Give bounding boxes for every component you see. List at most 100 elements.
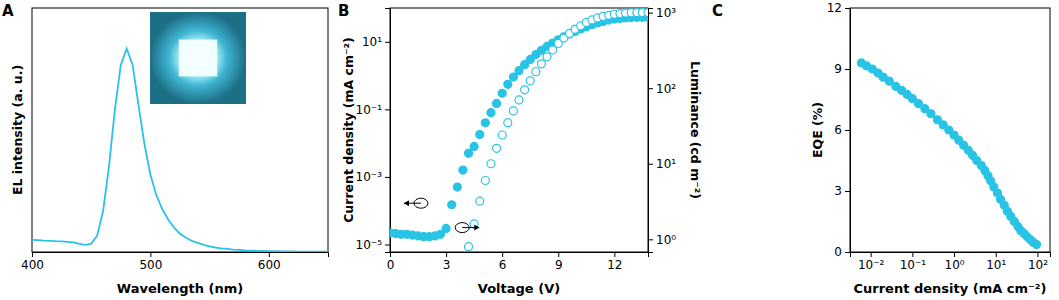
series-marker: [448, 201, 456, 209]
y-axis-tick-mark: [385, 177, 390, 178]
y2-axis-tick-mark: [648, 239, 653, 240]
y2-axis-tick: 10⁰: [648, 233, 676, 247]
x-axis: 036912: [387, 252, 649, 272]
y2-axis-tick-mark: [648, 164, 653, 165]
x-axis-tick-mark: [954, 252, 955, 257]
x-axis-line: [33, 253, 329, 258]
series-marker: [459, 166, 467, 174]
y-axis: 0 3 6 9 12: [827, 1, 851, 259]
x-axis-tick-mark: [996, 252, 997, 257]
y-axis-tick-mark: [845, 252, 850, 253]
y2-axis-tick: 10³: [648, 6, 676, 20]
axis-indicator-arrowhead: [474, 225, 479, 231]
series-marker: [453, 183, 461, 191]
series-marker: [487, 109, 495, 117]
y2-axis-tick-label: 10⁰: [656, 233, 676, 247]
series-marker: [521, 86, 529, 94]
x-axis-line: [391, 253, 649, 258]
x-axis-tick-mark: [446, 252, 447, 257]
y-axis-tick: 0: [834, 245, 850, 259]
x-axis-title: Current density (mA cm⁻²): [853, 281, 1046, 296]
y-axis-tick-mark: [385, 245, 390, 246]
panel-B: 03691210⁻⁵10⁻³10⁻¹10¹10⁰10¹10²10³BVoltag…: [338, 2, 703, 296]
y2-axis-tick: 10²: [648, 82, 676, 96]
panel-letter: C: [712, 2, 723, 20]
x-axis-tick: 9: [555, 252, 563, 272]
x-axis-tick-label: 9: [555, 258, 563, 272]
x-axis-tick-label: 6: [499, 258, 507, 272]
x-axis-tick: 3: [443, 252, 451, 272]
x-axis-tick-mark: [269, 252, 270, 257]
x-axis-title: Voltage (V): [478, 281, 560, 296]
y2-axis-tick-mark: [648, 13, 653, 14]
x-axis: 400500600: [21, 252, 328, 272]
y-axis-tick-label: 10⁻¹: [356, 103, 383, 117]
x-axis-tick: 10²: [1028, 252, 1048, 272]
x-axis-tick-mark: [1037, 252, 1038, 257]
panel-letter: A: [2, 2, 14, 20]
series-marker: [442, 224, 450, 232]
y-axis-tick: 10⁻¹: [356, 103, 390, 117]
series-marker: [504, 119, 512, 127]
y-axis-tick: 3: [834, 184, 850, 198]
y-axis-tick-label: 9: [834, 62, 842, 76]
x-axis-tick-label: 600: [258, 258, 281, 272]
series-line: [861, 63, 1036, 245]
inset-emitter: [179, 40, 217, 77]
y2-axis-tick-label: 10³: [656, 6, 676, 20]
y-axis-line: [845, 9, 851, 253]
series-marker: [509, 73, 517, 81]
series-marker: [549, 46, 557, 54]
y-axis-tick-label: 10⁻⁵: [356, 238, 383, 252]
x-axis-tick-label: 10⁻²: [858, 258, 885, 272]
series-marker: [526, 77, 534, 85]
series-marker: [927, 110, 935, 118]
series-line: [32, 49, 328, 252]
series-marker: [476, 197, 484, 205]
plot-frame: [850, 8, 1050, 252]
x-axis-tick: 10⁻¹: [900, 252, 927, 272]
x-axis-tick-label: 3: [443, 258, 451, 272]
series-marker: [537, 60, 545, 68]
y-axis-title: EL intensity (a. u.): [10, 65, 25, 195]
y2-axis-tick-label: 10¹: [656, 157, 676, 171]
x-axis-tick-mark: [558, 252, 559, 257]
y-axis-line: [385, 9, 391, 253]
x-axis-tick-mark: [871, 252, 872, 257]
panel-C: 10⁻²10⁻¹10⁰10¹10²036912CCurrent density …: [712, 1, 1051, 296]
y-axis-title: Current density (mA cm⁻²): [341, 37, 356, 223]
series-marker: [481, 119, 489, 127]
y-axis: 10⁻⁵10⁻³10⁻¹10¹: [356, 9, 391, 253]
x-axis-line: [851, 253, 1051, 258]
y-axis-tick: 10⁻⁵: [356, 238, 390, 252]
series-marker: [470, 142, 478, 150]
y-axis-tick-label: 10⁻³: [356, 170, 383, 184]
series-marker: [487, 160, 495, 168]
y-axis-tick-mark: [845, 69, 850, 70]
y2-axis-tick-label: 10²: [656, 82, 676, 96]
x-axis-tick-label: 10²: [1028, 258, 1048, 272]
plot-frame: [32, 8, 328, 252]
panel-letter: B: [338, 2, 349, 20]
series-marker: [515, 96, 523, 104]
series-marker: [543, 53, 551, 61]
y-axis-tick-label: 12: [827, 1, 842, 15]
series-marker: [498, 89, 506, 97]
y-axis-tick-mark: [845, 191, 850, 192]
x-axis-tick-mark: [150, 252, 151, 257]
series-marker: [504, 80, 512, 88]
y-axis-tick-mark: [385, 109, 390, 110]
y-axis-tick: 9: [834, 62, 850, 76]
series-marker: [644, 9, 648, 17]
series-marker: [481, 177, 489, 185]
y-axis-tick-mark: [845, 8, 850, 9]
x-axis-tick-mark: [502, 252, 503, 257]
x-axis-tick-label: 10⁰: [944, 258, 964, 272]
x-axis-tick-label: 10⁻¹: [900, 258, 927, 272]
series-marker: [465, 149, 473, 157]
y-axis-tick-label: 3: [834, 184, 842, 198]
y-axis-tick-label: 6: [834, 123, 842, 137]
plot-area: [857, 59, 1040, 249]
y-axis-tick: 6: [834, 123, 850, 137]
y-axis-tick-mark: [845, 130, 850, 131]
